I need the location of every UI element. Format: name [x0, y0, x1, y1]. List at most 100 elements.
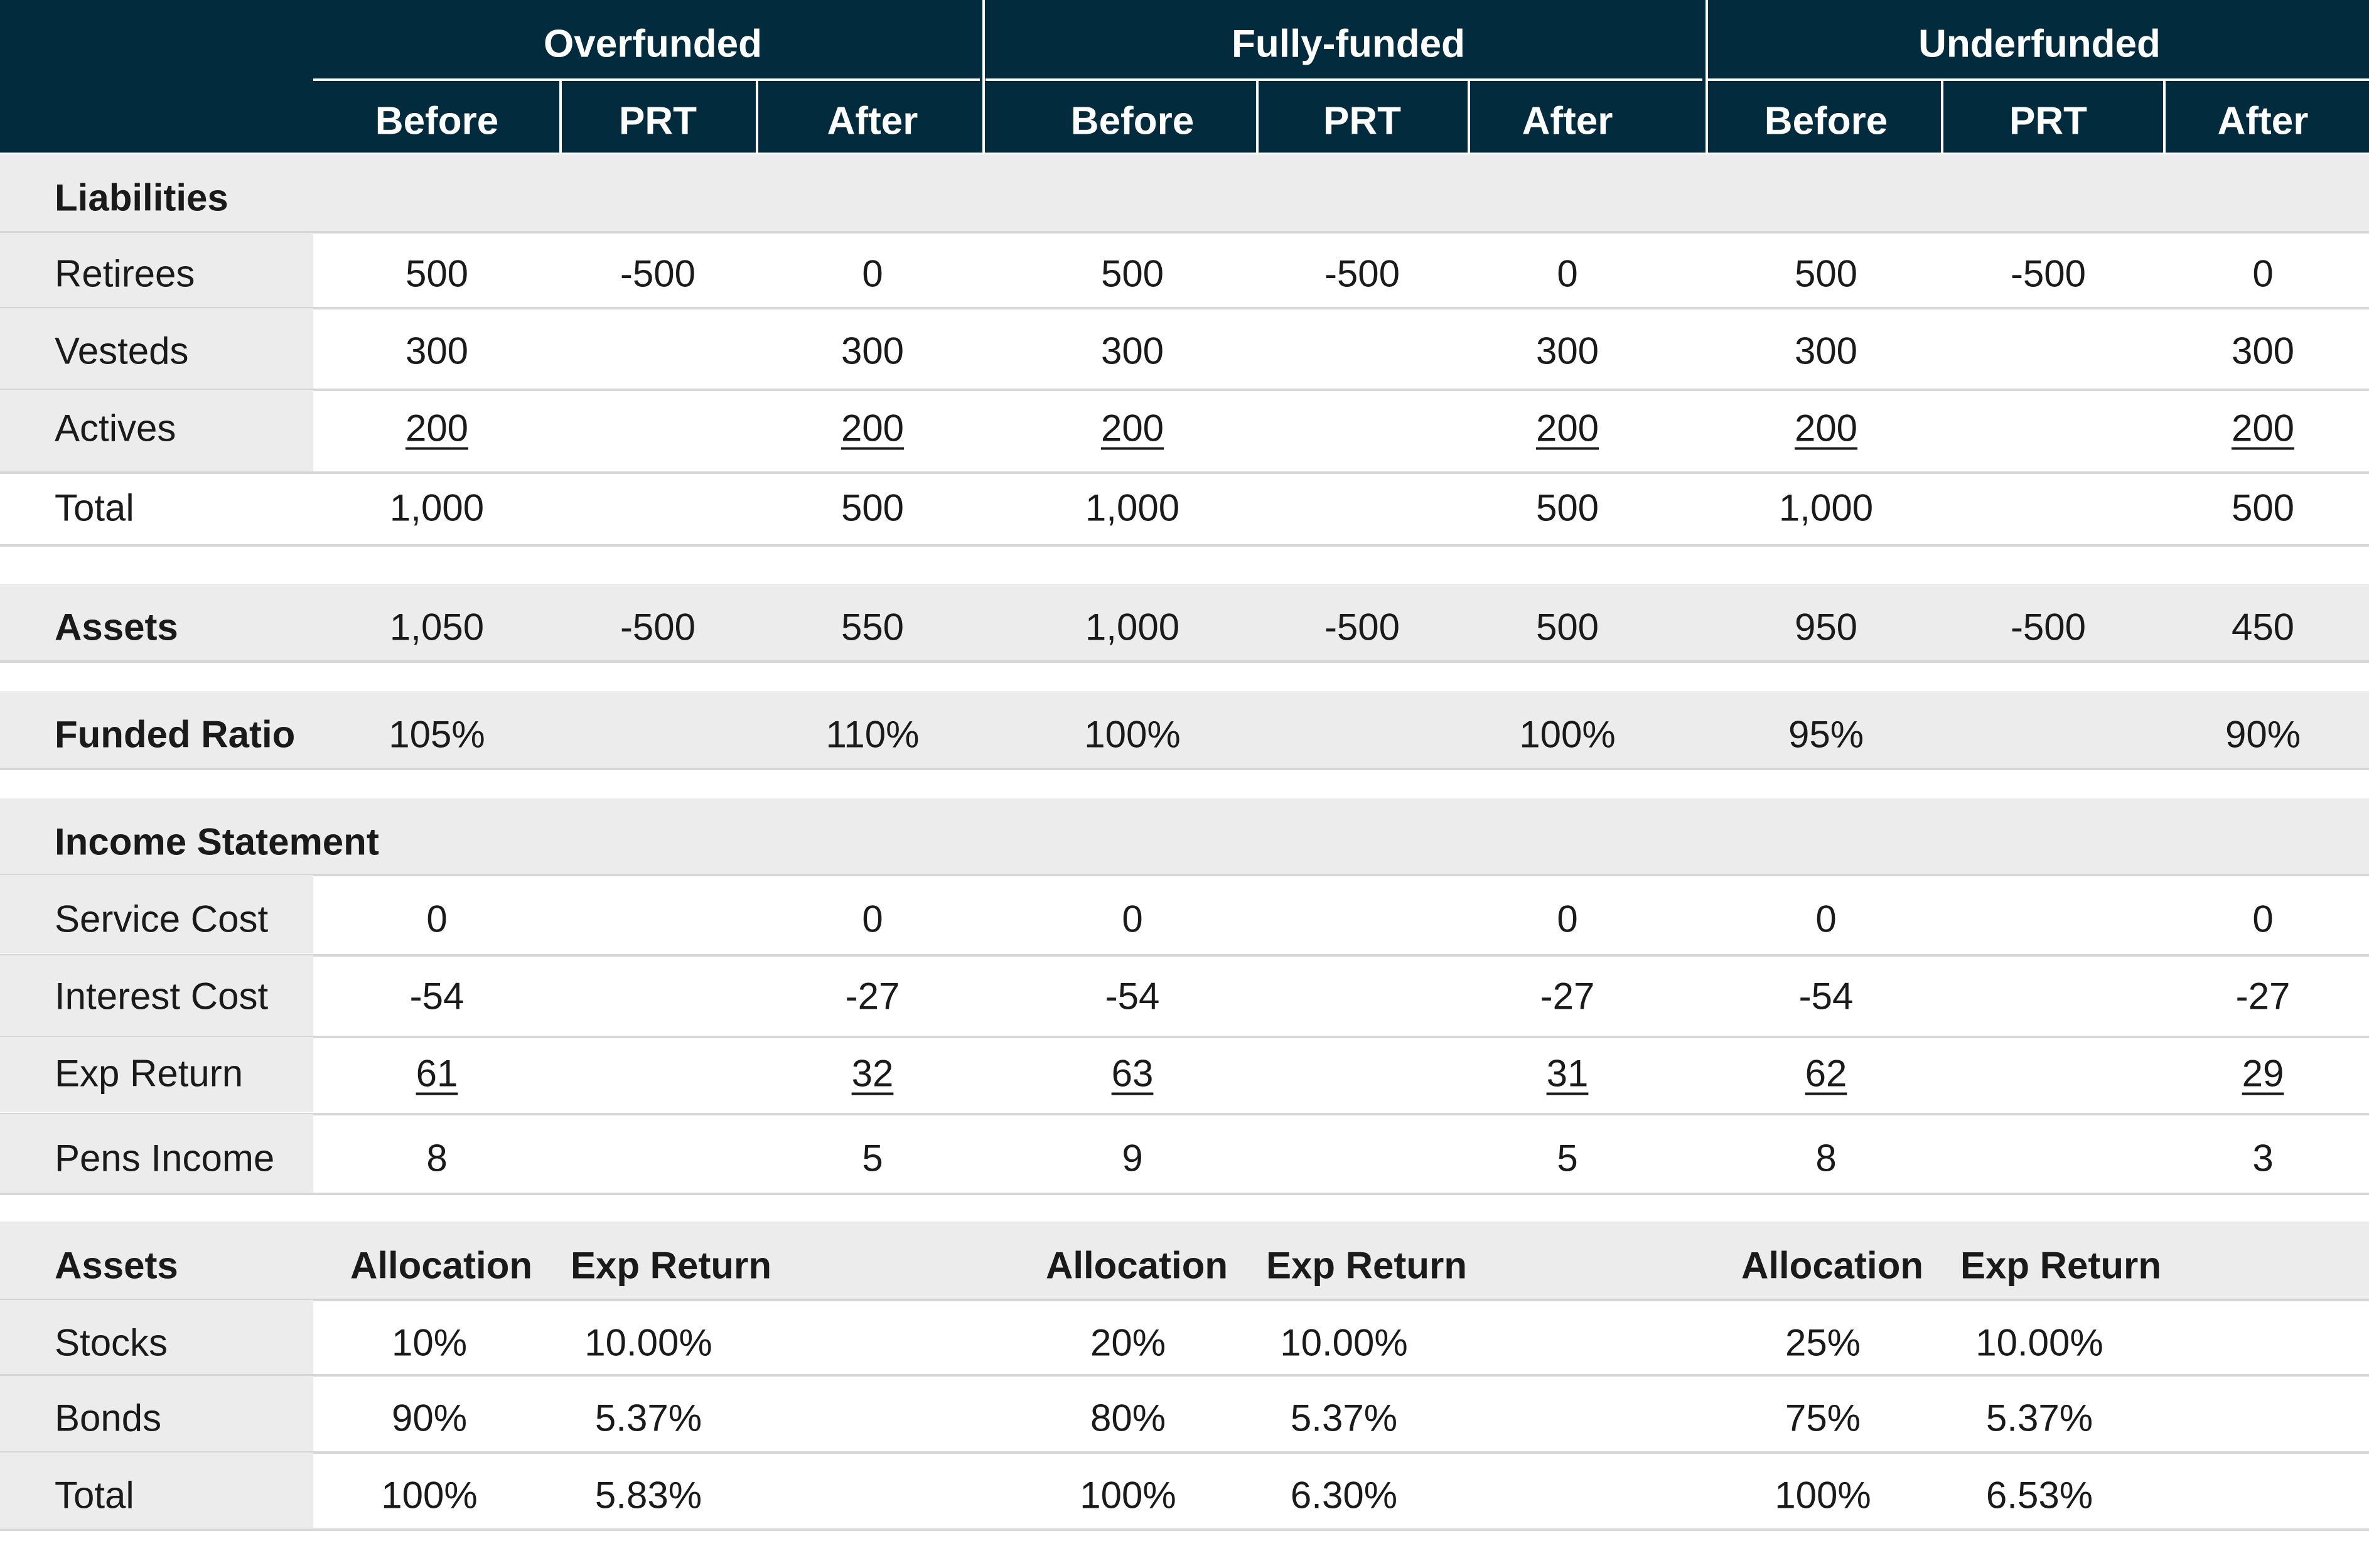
allocation-header: Exp Return	[570, 1244, 772, 1287]
value-cell: 500	[1535, 486, 1599, 529]
value-cell: 75%	[1785, 1397, 1861, 1439]
value-cell: 90%	[391, 1397, 468, 1439]
value-cell: 950	[1794, 606, 1858, 648]
label-cell	[0, 1037, 313, 1112]
allocation-header: Allocation	[1741, 1244, 1924, 1287]
value-cell: -54	[409, 975, 465, 1018]
row-divider	[0, 1451, 2369, 1454]
value-cell: 10.00%	[1280, 1321, 1408, 1364]
value-cell: 1,000	[1778, 486, 1874, 529]
allocation-header: Allocation	[350, 1244, 533, 1287]
value-cell: 0	[2252, 898, 2274, 940]
label-cell	[0, 1114, 313, 1193]
section-band-assets	[0, 584, 2369, 661]
label-cell	[0, 308, 313, 389]
label-cell	[0, 390, 313, 471]
row-label-exp-return: Exp Return	[55, 1052, 244, 1095]
row-divider	[0, 1193, 2369, 1195]
value-cell: 1,000	[1085, 486, 1180, 529]
label-cell	[0, 1453, 313, 1528]
value-cell: 8	[426, 1137, 448, 1179]
value-cell: 3	[2252, 1137, 2274, 1179]
subcol-divider	[1468, 80, 1470, 153]
value-cell: 450	[2231, 606, 2295, 648]
section-title-income: Income Statement	[55, 820, 379, 863]
value-cell: 61	[416, 1052, 458, 1095]
value-cell: 6.30%	[1290, 1474, 1398, 1517]
value-cell: 5.83%	[594, 1474, 702, 1517]
row-label-service-cost: Service Cost	[55, 898, 269, 940]
group-header-overfunded: Overfunded	[544, 22, 762, 66]
row-divider	[0, 389, 2369, 391]
row-label-retirees: Retirees	[55, 252, 195, 295]
value-cell: 300	[1794, 330, 1858, 372]
value-cell: 500	[405, 252, 469, 295]
label-cell	[0, 1300, 313, 1374]
section-title-liabilities: Liabilities	[55, 176, 228, 219]
section-band-funded-ratio	[0, 691, 2369, 768]
value-cell: 200	[1100, 407, 1164, 449]
value-cell: 29	[2242, 1052, 2284, 1095]
subcol-divider	[1256, 80, 1259, 153]
value-cell: 0	[426, 898, 448, 940]
value-cell: 9	[1122, 1137, 1143, 1179]
value-cell: 5.37%	[594, 1397, 702, 1439]
column-header: Before	[375, 99, 499, 143]
value-cell: 10%	[391, 1321, 468, 1364]
value-cell: 300	[2231, 330, 2295, 372]
value-cell: 300	[405, 330, 469, 372]
value-cell: -500	[620, 606, 696, 648]
row-divider	[0, 874, 2369, 876]
value-cell: 200	[1794, 407, 1858, 449]
label-cell	[0, 1376, 313, 1451]
value-cell: 62	[1805, 1052, 1847, 1095]
value-cell: 200	[1535, 407, 1599, 449]
subcol-divider	[756, 80, 758, 153]
value-cell: 0	[862, 252, 883, 295]
value-cell: 300	[1100, 330, 1164, 372]
value-cell: 200	[405, 407, 469, 449]
section-title-allocation: Assets	[55, 1244, 178, 1287]
row-divider	[0, 1374, 2369, 1377]
column-header: After	[1522, 99, 1613, 143]
value-cell: 20%	[1090, 1321, 1166, 1364]
row-divider	[0, 1113, 2369, 1115]
value-cell: 63	[1111, 1052, 1154, 1095]
label-cell	[0, 233, 313, 307]
row-label-pens-income: Pens Income	[55, 1137, 275, 1179]
value-cell: 0	[2252, 252, 2274, 295]
row-divider	[0, 544, 2369, 547]
value-cell: 100%	[381, 1474, 478, 1517]
allocation-header: Allocation	[1045, 1244, 1228, 1287]
value-cell: 110%	[825, 713, 920, 756]
value-cell: -54	[1798, 975, 1854, 1018]
section-band-allocation	[0, 1222, 2369, 1299]
row-divider	[0, 471, 2369, 474]
value-cell: 0	[1122, 898, 1143, 940]
label-cell	[0, 875, 313, 953]
value-cell: 8	[1815, 1137, 1837, 1179]
subcol-divider	[559, 80, 562, 153]
value-cell: -500	[2010, 252, 2087, 295]
column-header: Before	[1764, 99, 1888, 143]
value-cell: 25%	[1785, 1321, 1861, 1364]
value-cell: 500	[841, 486, 905, 529]
group-underline	[1708, 78, 2369, 81]
label-cell	[0, 955, 313, 1036]
group-divider	[1706, 0, 1708, 153]
value-cell: 0	[1815, 898, 1837, 940]
value-cell: 95%	[1788, 713, 1864, 756]
row-divider	[0, 307, 2369, 309]
subcol-divider	[1941, 80, 1943, 153]
value-cell: 0	[862, 898, 883, 940]
table-header	[0, 0, 2369, 153]
value-cell: 5.37%	[1290, 1397, 1398, 1439]
row-label-funded-ratio: Funded Ratio	[55, 713, 296, 756]
value-cell: 1,000	[1085, 606, 1180, 648]
value-cell: 550	[841, 606, 905, 648]
value-cell: 100%	[1080, 1474, 1176, 1517]
value-cell: 500	[1535, 606, 1599, 648]
group-header-fully-funded: Fully-funded	[1232, 22, 1465, 66]
value-cell: -27	[845, 975, 900, 1018]
value-cell: 5.37%	[1985, 1397, 2093, 1439]
